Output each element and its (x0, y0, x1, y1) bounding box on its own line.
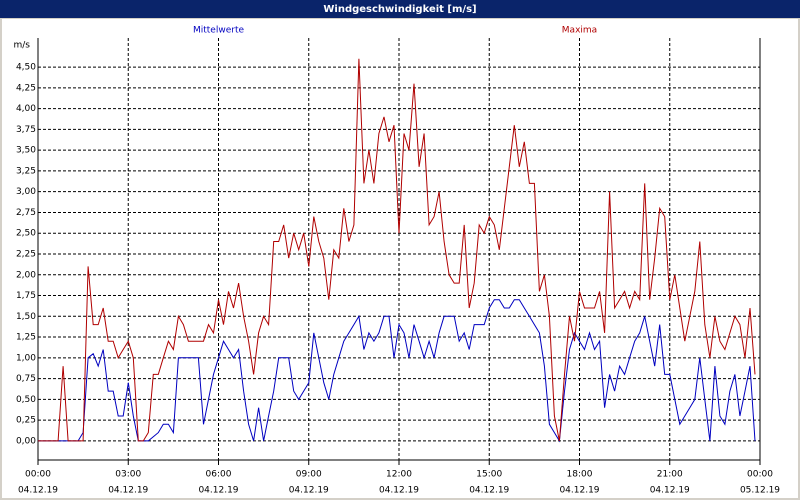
y-tick-label: 3,50 (16, 146, 36, 156)
y-tick-label: 2,75 (16, 208, 36, 218)
x-tick-date: 04.12.19 (18, 486, 58, 496)
y-tick-label: 0,25 (16, 416, 36, 426)
x-tick-date: 04.12.19 (650, 486, 690, 496)
x-tick-date: 05.12.19 (740, 486, 780, 496)
x-tick-date: 04.12.19 (289, 486, 329, 496)
x-tick-date: 04.12.19 (559, 486, 599, 496)
x-tick-label: 15:00 (476, 470, 502, 480)
y-tick-label: 2,25 (16, 249, 36, 259)
x-tick-date: 04.12.19 (198, 486, 238, 496)
chart-title: Windgeschwindigkeit [m/s] (323, 4, 476, 15)
title-bar (0, 0, 800, 18)
y-tick-label: 1,25 (16, 333, 36, 343)
x-tick-label: 00:00 (25, 470, 51, 480)
series-line (38, 299, 756, 443)
x-tick-date: 04.12.19 (469, 486, 509, 496)
plot-panel (2, 19, 798, 498)
y-tick-label: 1,00 (16, 353, 36, 363)
legend-entry: Maxima (562, 26, 597, 36)
x-tick-label: 09:00 (296, 470, 322, 480)
y-tick-label: 0,00 (16, 436, 36, 446)
y-tick-label: 4,00 (16, 104, 36, 114)
y-tick-label: 0,75 (16, 374, 36, 384)
y-tick-label: 1,75 (16, 291, 36, 301)
x-tick-date: 04.12.19 (108, 486, 148, 496)
x-tick-label: 06:00 (206, 470, 232, 480)
x-tick-label: 18:00 (567, 470, 593, 480)
x-tick-label: 00:00 (747, 470, 773, 480)
y-tick-label: 2,50 (16, 229, 36, 239)
x-tick-label: 03:00 (115, 470, 141, 480)
x-tick-label: 12:00 (386, 470, 412, 480)
legend-entry: Mittelwerte (193, 26, 244, 36)
series-line (38, 58, 756, 442)
y-tick-label: 4,25 (16, 83, 36, 93)
x-tick-date: 04.12.19 (379, 486, 419, 496)
y-tick-label: 2,00 (16, 270, 36, 280)
x-tick-label: 21:00 (657, 470, 683, 480)
y-tick-label: 0,50 (16, 395, 36, 405)
y-axis-label: m/s (14, 41, 31, 51)
y-tick-label: 4,50 (16, 63, 36, 73)
y-tick-label: 3,75 (16, 125, 36, 135)
y-tick-label: 3,25 (16, 166, 36, 176)
y-tick-label: 1,50 (16, 312, 36, 322)
y-tick-label: 3,00 (16, 187, 36, 197)
